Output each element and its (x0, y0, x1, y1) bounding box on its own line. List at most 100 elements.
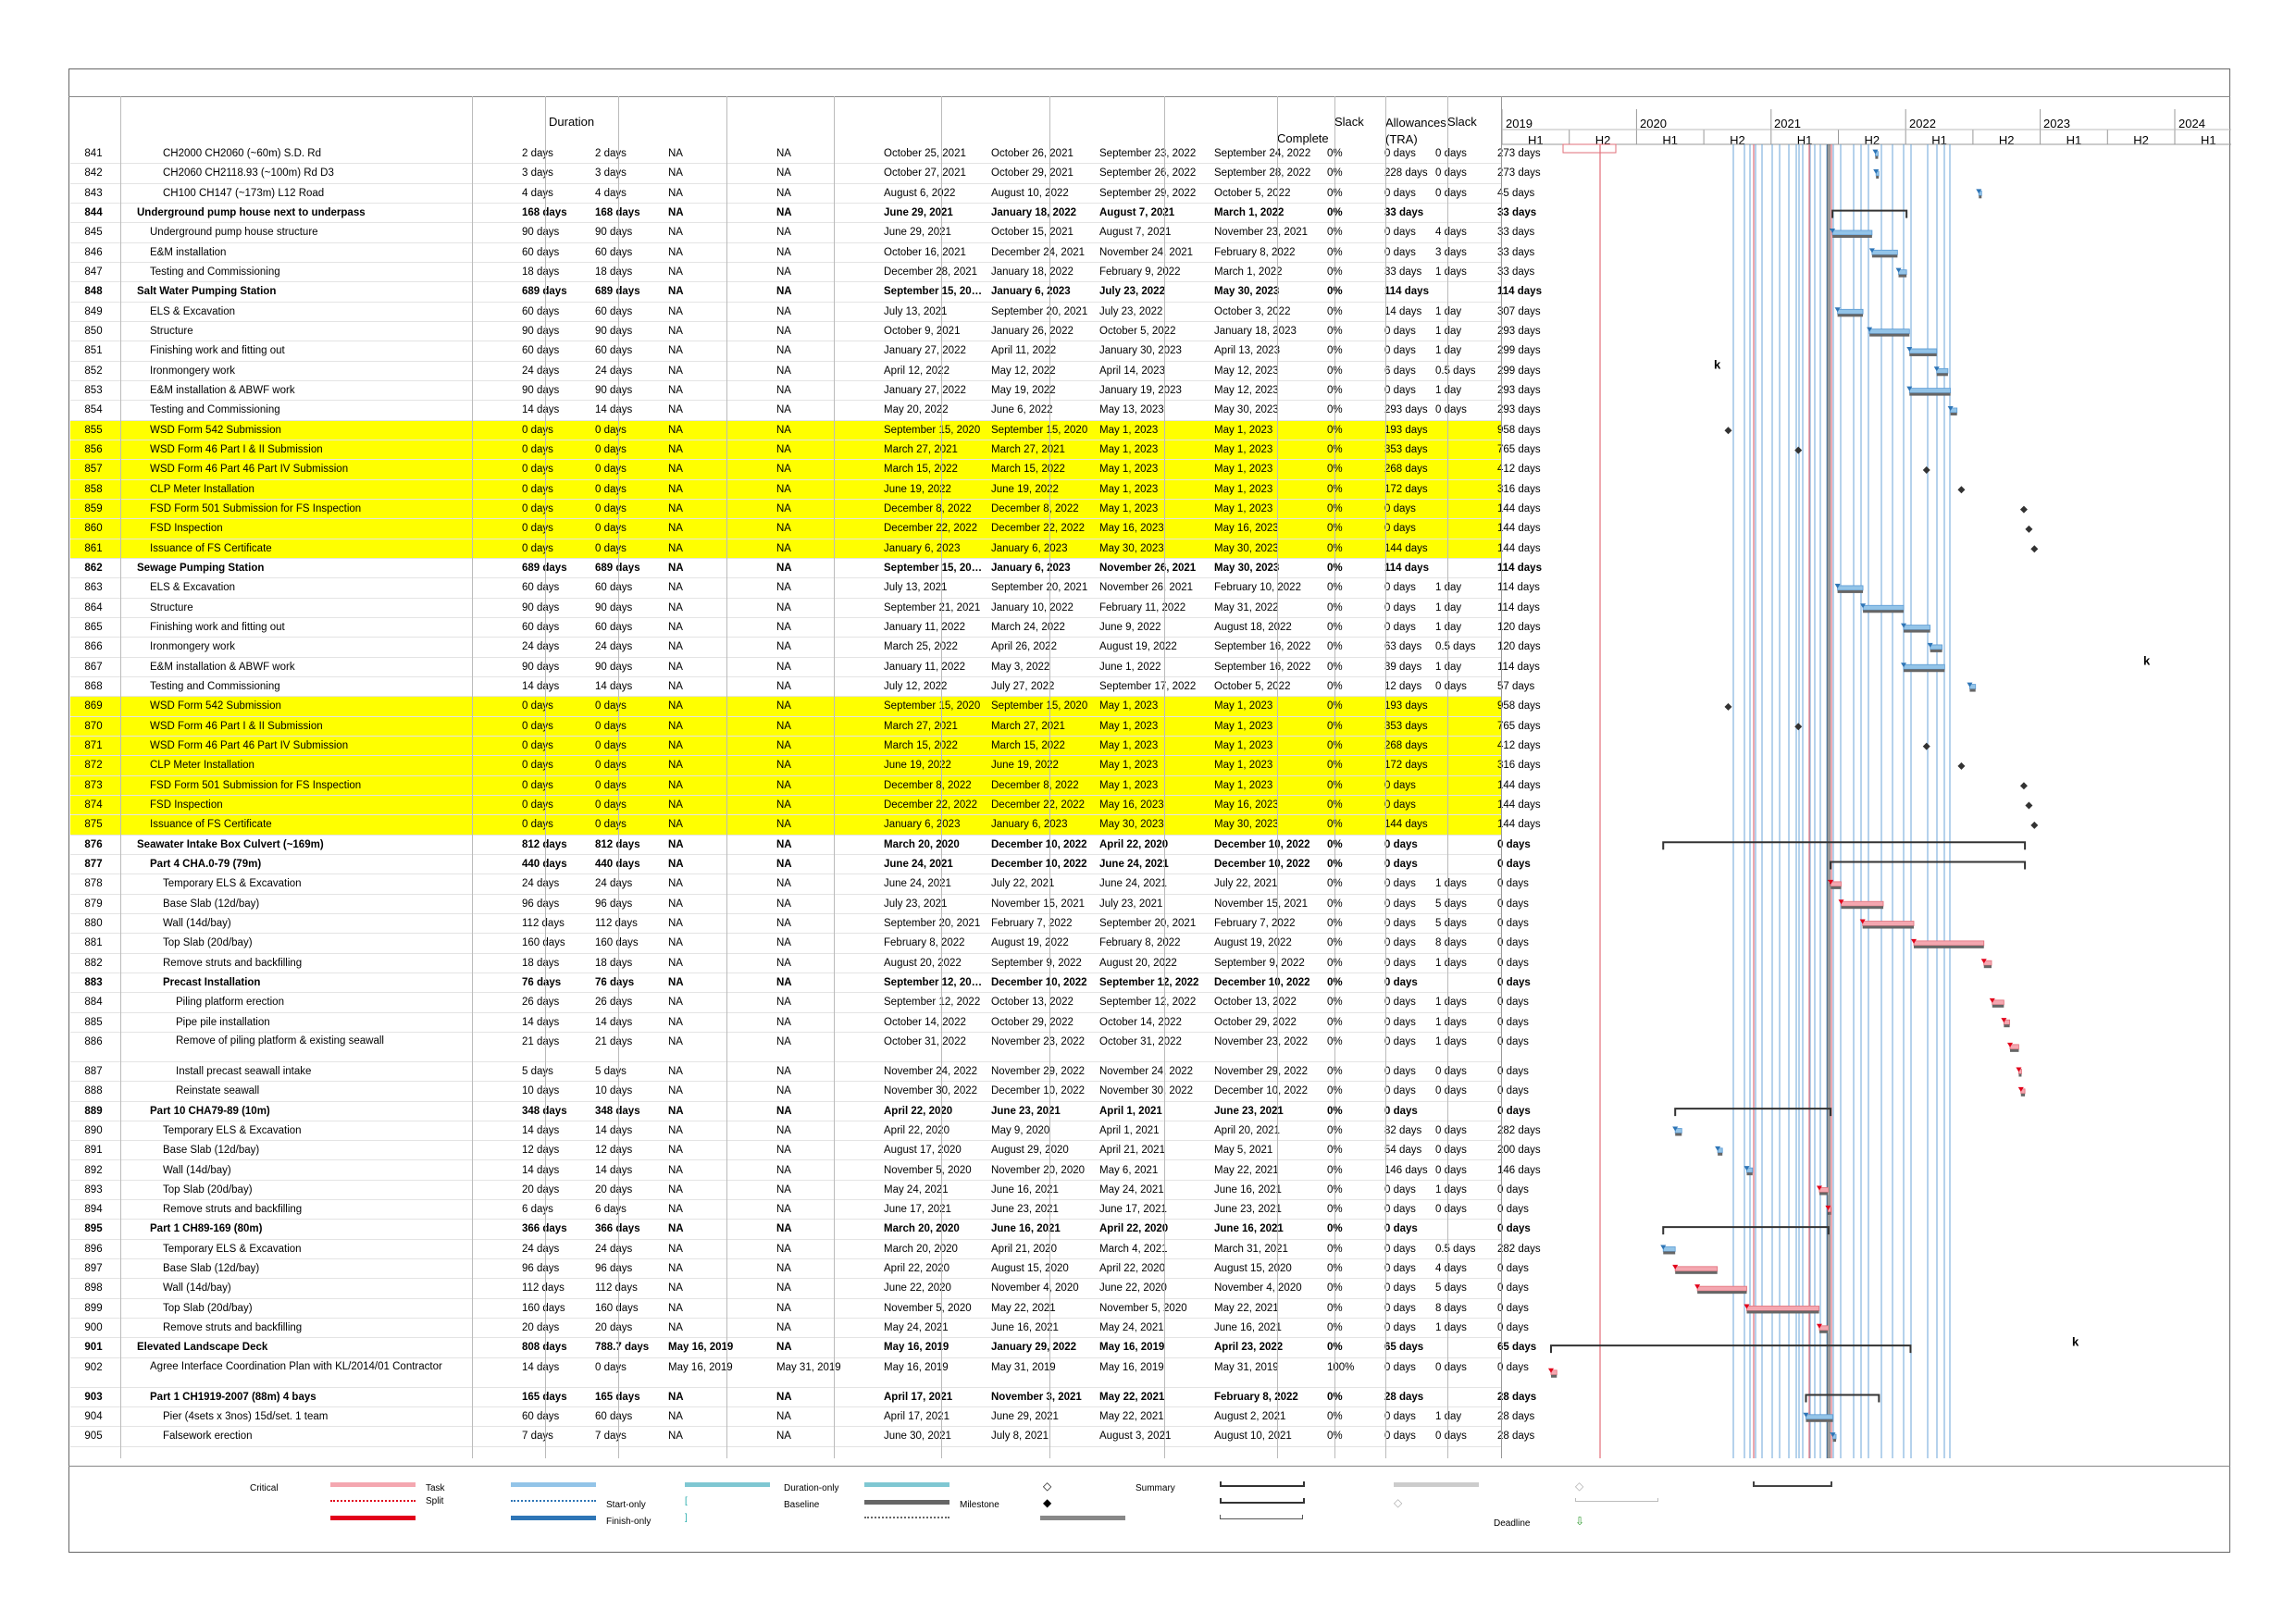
task-allowances: 0 days (1435, 1361, 1467, 1373)
table-row[interactable]: 904 Pier (4sets x 3nos) 15d/set. 1 team 60… (70, 1407, 1534, 1428)
table-row[interactable]: 844 Underground pump house next to underp… (70, 204, 1536, 224)
header-complete: Complete (1277, 131, 1329, 145)
table-row[interactable]: 897 Base Slab (12d/bay) 96 days 96 days NA NA… (70, 1259, 1529, 1280)
table-row[interactable]: 851 Finishing work and fitting out 60 days… (70, 341, 1541, 362)
table-row[interactable]: 884 Piling platform erection 26 days 26 day… (70, 993, 1529, 1013)
table-row[interactable]: 846 E&M installation 60 days 60 days NA NA Oct… (70, 243, 1534, 263)
task-name: Part 1 CH1919-2007 (88m) 4 bays (150, 1391, 316, 1403)
table-row[interactable]: 892 Wall (14d/bay) 14 days 14 days NA NA Novem… (70, 1161, 1541, 1181)
link-arrow (1859, 919, 1866, 924)
table-row[interactable]: 842 CH2060 CH2118.93 (~100m) Rd D3 3 days 3… (70, 164, 1541, 184)
task-baseline-finish: May 31, 2019 (776, 1361, 841, 1373)
table-row[interactable]: 889 Part 10 CHA79-89 (10m) 348 days 348 day… (70, 1102, 1531, 1121)
table-row[interactable]: 853 E&M installation & ABWF work 90 days 90… (70, 381, 1541, 402)
table-row[interactable]: 872 CLP Meter Installation 0 days 0 days NA N… (70, 756, 1541, 776)
table-row[interactable]: 862 Sewage Pumping Station 689 days 689 day… (70, 559, 1542, 579)
table-row[interactable]: 860 FSD Inspection 0 days 0 days NA NA Decembe… (70, 519, 1541, 539)
table-row[interactable]: 861 Issuance of FS Certificate 0 days 0 day… (70, 539, 1541, 559)
table-row[interactable]: 901 Elevated Landscape Deck 808 days 788.7 … (70, 1338, 1536, 1358)
task-late-finish: May 22, 2021 (1214, 1302, 1279, 1314)
table-row[interactable]: 903 Part 1 CH1919-2007 (88m) 4 bays 165 da… (70, 1388, 1536, 1408)
table-row[interactable]: 854 Testing and Commissioning 14 days 14 da… (70, 401, 1541, 421)
row-id: 844 (84, 206, 103, 218)
table-row[interactable]: 891 Base Slab (12d/bay) 12 days 12 days NA NA… (70, 1141, 1541, 1161)
table-row[interactable]: 874 FSD Inspection 0 days 0 days NA NA Decembe… (70, 795, 1541, 816)
table-row[interactable]: 845 Underground pump house structure 90 da… (70, 223, 1534, 243)
table-row[interactable]: 849 ELS & Excavation 60 days 60 days NA NA Jul… (70, 303, 1541, 322)
table-row[interactable]: 893 Top Slab (20d/bay) 20 days 20 days NA NA M… (70, 1181, 1529, 1201)
table-row[interactable]: 890 Temporary ELS & Excavation 14 days 14 d… (70, 1121, 1541, 1142)
table-row[interactable]: 881 Top Slab (20d/bay) 160 days 160 days NA N… (70, 934, 1529, 954)
table-row[interactable]: 843 CH100 CH147 (~173m) L12 Road 4 days 4 d… (70, 184, 1534, 204)
row-divider (70, 696, 1501, 698)
task-percent-complete: 0% (1327, 325, 1343, 337)
table-row[interactable]: 894 Remove struts and backfilling 6 days 6 … (70, 1200, 1529, 1220)
task-percent-complete: 0% (1327, 1411, 1343, 1423)
task-baseline-finish: NA (776, 779, 791, 791)
task-allowances: 1 day (1435, 582, 1462, 594)
task-finish: June 16, 2021 (991, 1183, 1059, 1196)
task-total-slack: 0 days (1497, 1263, 1529, 1275)
task-total-slack: 293 days (1497, 325, 1541, 337)
table-row[interactable]: 882 Remove struts and backfilling 18 days 1… (70, 954, 1529, 973)
table-row[interactable]: 867 E&M installation & ABWF work 90 days 90… (70, 658, 1540, 677)
row-id: 861 (84, 542, 103, 554)
task-finish: January 29, 2022 (991, 1342, 1077, 1354)
table-row[interactable]: 868 Testing and Commissioning 14 days 14 da… (70, 677, 1534, 698)
table-row[interactable]: 885 Pipe pile installation 14 days 14 days N… (70, 1013, 1529, 1033)
table-row[interactable]: 879 Base Slab (12d/bay) 96 days 96 days NA NA… (70, 895, 1529, 914)
baseline-bar (1832, 234, 1872, 238)
table-row[interactable]: 888 Reinstate seawall 10 days 10 days NA NA No… (70, 1082, 1529, 1102)
table-row[interactable]: 871 WSD Form 46 Part 46 Part IV Submissio… (70, 736, 1541, 757)
link-arrow (2001, 1018, 2007, 1023)
table-row[interactable]: 896 Temporary ELS & Excavation 24 days 24 d… (70, 1240, 1541, 1260)
table-row[interactable]: 841 CH2000 CH2060 (~60m) S.D. Rd 2 days 2 d… (70, 144, 1541, 165)
row-id: 880 (84, 917, 103, 929)
table-row[interactable]: 864 Structure 90 days 90 days NA NA September … (70, 599, 1540, 618)
table-row[interactable]: 869 WSD Form 542 Submission 0 days 0 days NA… (70, 697, 1541, 717)
table-row[interactable]: 863 ELS & Excavation 60 days 60 days NA NA Jul… (70, 578, 1540, 599)
row-id: 853 (84, 384, 103, 396)
task-slack: 144 days (1384, 819, 1428, 831)
task-slack: 6 days (1384, 365, 1416, 377)
task-start: December 8, 2022 (884, 502, 972, 514)
table-row[interactable]: 858 CLP Meter Installation 0 days 0 days NA N… (70, 479, 1541, 500)
table-row[interactable]: 847 Testing and Commissioning 18 days 18 da… (70, 263, 1534, 283)
table-row[interactable]: 859 FSD Form 501 Submission for FS Inspec… (70, 499, 1541, 520)
table-row[interactable]: 900 Remove struts and backfilling 20 days 2… (70, 1319, 1529, 1339)
task-finish: May 12, 2022 (991, 365, 1056, 377)
table-row[interactable]: 848 Salt Water Pumping Station 689 days 689… (70, 282, 1542, 303)
table-row[interactable]: 883 Precast Installation 76 days 76 days NA N… (70, 973, 1531, 994)
table-row[interactable]: 852 Ironmongery work 24 days 24 days NA NA Apr… (70, 362, 1541, 381)
task-baseline-start: NA (668, 661, 683, 673)
table-row[interactable]: 880 Wall (14d/bay) 112 days 112 days NA NA Sep… (70, 914, 1529, 935)
table-row[interactable]: 887 Install precast seawall intake 5 days 5… (70, 1062, 1529, 1083)
task-remaining-duration: 18 days (595, 957, 633, 969)
table-row[interactable]: 856 WSD Form 46 Part I & II Submission 0 d… (70, 440, 1541, 461)
sheet-frame (68, 68, 2230, 1553)
table-row[interactable]: 857 WSD Form 46 Part 46 Part IV Submissio… (70, 460, 1541, 480)
table-row[interactable]: 877 Part 4 CHA.0-79 (79m) 440 days 440 days… (70, 855, 1531, 875)
task-late-start: October 14, 2022 (1099, 1016, 1182, 1028)
table-row[interactable]: 905 Falsework erection 7 days 7 days NA NA Jun… (70, 1427, 1534, 1447)
table-row[interactable]: 855 WSD Form 542 Submission 0 days 0 days NA… (70, 420, 1541, 440)
table-row[interactable]: 850 Structure 90 days 90 days NA NA October 9,… (70, 322, 1541, 342)
task-allowances: 1 days (1435, 1035, 1467, 1047)
table-row[interactable]: 865 Finishing work and fitting out 60 days… (70, 618, 1541, 638)
table-row[interactable]: 878 Temporary ELS & Excavation 24 days 24 d… (70, 874, 1529, 895)
table-row[interactable]: 875 Issuance of FS Certificate 0 days 0 day… (70, 815, 1541, 836)
row-divider (70, 1081, 1501, 1083)
row-id: 894 (84, 1204, 103, 1216)
table-row[interactable]: 895 Part 1 CH89-169 (80m) 366 days 366 days… (70, 1220, 1531, 1240)
table-row[interactable]: 876 Seawater Intake Box Culvert (~169m) 81… (70, 836, 1531, 855)
table-row[interactable]: 899 Top Slab (20d/bay) 160 days 160 days NA N… (70, 1299, 1529, 1319)
task-finish: August 15, 2020 (991, 1263, 1069, 1275)
table-row[interactable]: 898 Wall (14d/bay) 112 days 112 days NA NA Jun… (70, 1279, 1529, 1299)
table-row[interactable]: 873 FSD Form 501 Submission for FS Inspec… (70, 775, 1541, 796)
table-row[interactable]: 866 Ironmongery work 24 days 24 days NA NA Mar… (70, 638, 1541, 658)
table-row[interactable]: 870 WSD Form 46 Part I & II Submission 0 d… (70, 716, 1541, 737)
task-slack: 353 days (1384, 720, 1428, 732)
task-percent-complete: 0% (1327, 1263, 1343, 1275)
table-row[interactable]: 902 Agree Interface Coordination Plan wit… (70, 1358, 1529, 1388)
table-row[interactable]: 886 Remove of piling platform & existing … (70, 1033, 1529, 1062)
